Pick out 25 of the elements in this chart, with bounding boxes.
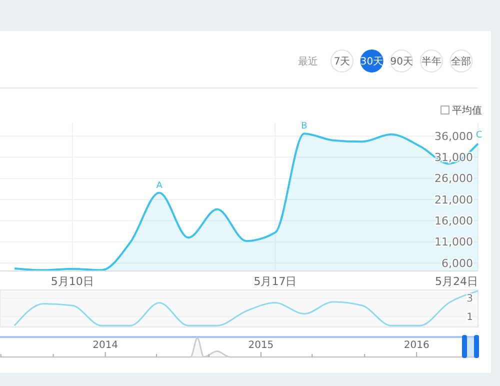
line-series (14, 290, 479, 326)
y-tick-label: 36,000 (434, 130, 473, 143)
text: 最近 (298, 56, 318, 68)
annotation: C (476, 130, 482, 141)
range-button: 半年 (420, 50, 443, 72)
x-tick-label: 5月17日 (254, 275, 297, 288)
y-tick-label: 16,000 (434, 214, 473, 228)
range-button: 90天 (390, 50, 414, 72)
range-button: 全部 (450, 50, 473, 72)
y-tick-label: 26,000 (434, 172, 473, 186)
annotation: A (156, 180, 164, 191)
y-tick-label: 1 (466, 312, 473, 323)
x-tick-label: 5月24日 (435, 275, 478, 288)
text: 平均值 (452, 104, 482, 116)
y-tick-label: 3 (466, 294, 473, 305)
y-tick-label: 11,000 (434, 236, 473, 249)
annotation: B (301, 122, 308, 132)
range-button: 30天 (360, 50, 384, 72)
x-tick-label: 2014 (92, 340, 118, 351)
range-button: 7天 (330, 50, 354, 72)
y-tick-label: 6,000 (442, 256, 473, 270)
y-tick-label: 21,000 (434, 193, 473, 206)
x-tick-label: 2016 (404, 340, 430, 351)
x-tick-label: 2015 (248, 340, 274, 351)
x-tick-label: 5月10日 (50, 275, 94, 288)
